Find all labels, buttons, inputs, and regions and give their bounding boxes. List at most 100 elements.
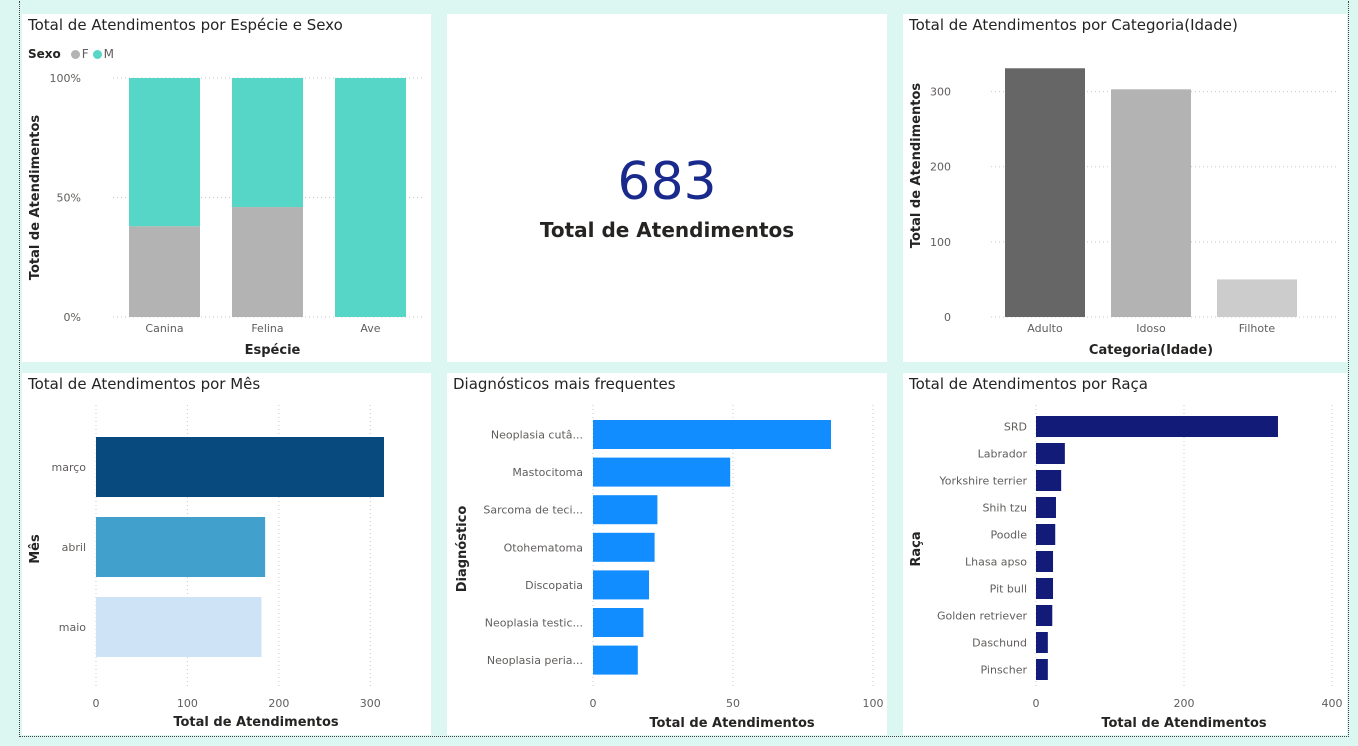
legend-m-marker [92,50,102,59]
bar-pit-bull[interactable] [1036,578,1054,599]
y-tick-label: Labrador [978,448,1028,461]
y-tick-label: maio [59,621,87,634]
legend-f-label[interactable]: F [81,47,89,61]
kpi-card[interactable]: 683 Total de Atendimentos [447,14,887,362]
chart-raca[interactable]: Total de Atendimentos por Raça 0 200 400 SR… [903,373,1347,735]
chart-mes[interactable]: Total de Atendimentos por Mês 0 100 200 300… [22,373,431,735]
x-axis-title: Total de Atendimentos [649,716,815,731]
y-tick-label: 100 [930,236,951,249]
x-tick-label: 300 [360,697,381,710]
bar-março[interactable] [96,437,384,497]
bar-pinscher[interactable] [1036,659,1048,680]
chart-mes-plot: 0 100 200 300 março abril maio Total de Atendim… [28,405,384,730]
y-tick-label: Neoplasia cutâ... [491,429,583,442]
chart-diagnostico[interactable]: Diagnósticos mais frequentes 0 50 100 Neopl… [447,373,887,735]
chart-categoria-plot: 0 100 200 300 Adulto Idoso Filhote Categoria(Id… [909,68,1339,358]
bar-mastocitoma[interactable] [593,457,731,487]
x-tick-label: 200 [268,697,289,710]
y-tick-label: Lhasa apso [965,556,1027,569]
y-tick-label: 300 [930,86,951,99]
chart-especie-sexo-plot: 0% 50% 100% Canina Felina Ave Espécie Total de … [28,72,422,358]
y-tick-label: SRD [1004,421,1027,434]
y-axis-title: Raça [909,531,924,566]
bar-felina-f[interactable] [232,207,303,317]
y-tick-label: março [51,461,86,474]
bar-golden-retriever[interactable] [1036,605,1053,626]
y-tick-label: 100% [50,72,81,85]
y-tick-label: abril [62,541,86,554]
chart-raca-plot: 0 200 400 SRD Labrador Yorkshire terrier Shih … [909,405,1343,731]
y-tick-label: Neoplasia peria... [487,654,583,667]
y-tick-label: 200 [930,161,951,174]
y-tick-label: 0 [944,311,951,324]
bar-canina-m[interactable] [129,78,200,227]
bar-shih-tzu[interactable] [1036,497,1056,518]
x-tick-label: 400 [1322,697,1343,710]
bar-discopatia[interactable] [593,570,649,600]
x-tick-label: 0 [590,697,597,710]
bar-daschund[interactable] [1036,632,1048,653]
y-axis-title: Diagnóstico [455,506,470,593]
bar-otohematoma[interactable] [593,532,655,562]
y-tick-label: Pit bull [990,583,1027,596]
x-tick-label: Canina [145,322,183,335]
bar-poodle[interactable] [1036,524,1056,545]
y-tick-label: Mastocitoma [512,466,583,479]
kpi-label: Total de Atendimentos [539,218,795,242]
x-tick-label: 0 [1033,697,1040,710]
y-tick-label: Discopatia [525,579,583,592]
bar-neoplasia-cutâ-[interactable] [593,420,831,449]
y-axis-title: Total de Atendimentos [28,115,43,281]
x-tick-label: 200 [1174,697,1195,710]
x-tick-label: Idoso [1136,322,1166,335]
chart-categoria[interactable]: Total de Atendimentos por Categoria(Idad… [903,14,1347,362]
x-axis-title: Total de Atendimentos [173,715,339,730]
x-axis-title: Total de Atendimentos [1101,716,1267,731]
y-tick-label: Sarcoma de teci... [483,504,583,517]
bar-lhasa-apso[interactable] [1036,551,1054,572]
x-axis-title: Categoria(Idade) [1089,343,1213,358]
bar-maio[interactable] [96,597,262,657]
bar-srd[interactable] [1036,416,1278,437]
bar-filhote[interactable] [1217,279,1297,317]
bar-adulto[interactable] [1005,68,1085,317]
y-tick-label: Daschund [972,637,1027,650]
bar-abril[interactable] [96,517,266,577]
y-tick-label: Neoplasia testic... [485,617,583,630]
x-tick-label: Ave [360,322,380,335]
x-tick-label: Felina [251,322,283,335]
chart-title: Total de Atendimentos por Espécie e Sexo [28,16,343,34]
chart-title: Total de Atendimentos por Mês [28,375,261,393]
legend-title: Sexo [28,47,61,61]
chart-especie-sexo[interactable]: Total de Atendimentos por Espécie e Sexo… [22,14,431,362]
x-tick-label: 100 [863,697,884,710]
y-tick-label: 0% [64,311,81,324]
bar-neoplasia-testic-[interactable] [593,608,644,637]
x-tick-label: 100 [177,697,198,710]
x-tick-label: Adulto [1027,322,1063,335]
bar-neoplasia-peria-[interactable] [593,645,638,675]
bar-labrador[interactable] [1036,443,1065,464]
bar-idoso[interactable] [1111,89,1191,318]
y-tick-label: Golden retriever [937,610,1028,623]
y-tick-label: Otohematoma [504,541,583,554]
legend-f-marker [70,50,80,59]
x-tick-label: 50 [726,697,740,710]
legend-m-label[interactable]: M [103,47,115,61]
x-tick-label: 0 [93,697,100,710]
bar-canina-f[interactable] [129,226,200,317]
kpi-value: 683 [617,152,717,212]
bar-felina-m[interactable] [232,78,303,208]
y-tick-label: Pinscher [981,664,1028,677]
bar-yorkshire-terrier[interactable] [1036,470,1062,491]
chart-title: Diagnósticos mais frequentes [453,375,676,393]
y-axis-title: Mês [28,534,43,564]
y-tick-label: Yorkshire terrier [939,475,1028,488]
chart-title: Total de Atendimentos por Raça [909,375,1148,393]
legend: Sexo F M [28,47,114,61]
chart-diagnostico-plot: 0 50 100 Neoplasia cutâ... Mastocitoma Sarcom… [455,405,884,731]
y-tick-label: 50% [57,192,81,205]
chart-title: Total de Atendimentos por Categoria(Idad… [909,16,1238,34]
bar-sarcoma-de-teci-[interactable] [593,495,658,525]
bar-ave-m[interactable] [335,78,406,317]
